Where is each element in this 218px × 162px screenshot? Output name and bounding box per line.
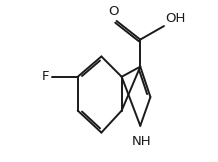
Text: F: F [41,70,49,83]
Text: OH: OH [166,12,186,25]
Text: O: O [108,6,118,18]
Text: NH: NH [131,135,151,148]
